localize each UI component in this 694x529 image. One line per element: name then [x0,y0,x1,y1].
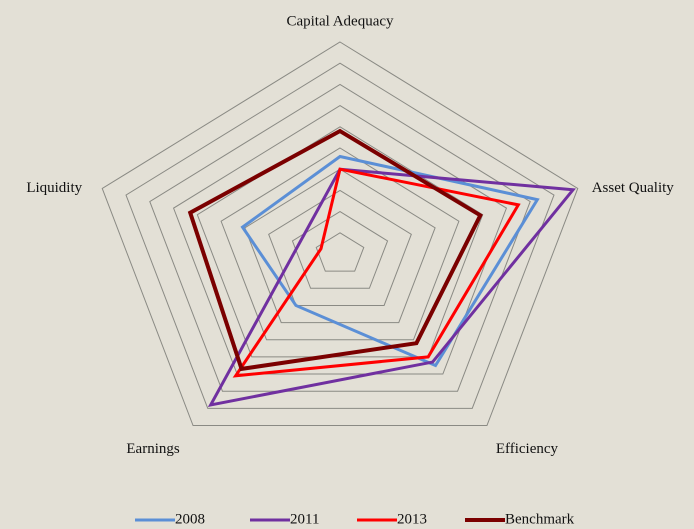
series-line [207,167,576,408]
grid-ring [268,189,412,306]
grid-ring [315,232,365,272]
grid-ring [196,126,484,358]
axis-label: Earnings [126,441,179,457]
grid-ring [101,41,579,427]
axis-label: Liquidity [26,180,82,196]
series-line [240,154,540,368]
series-line [187,128,483,372]
grid-ring [244,168,436,324]
legend-label: 2011 [290,511,319,527]
legend-label: 2008 [175,511,205,527]
legend-label: 2013 [397,511,427,527]
grid-ring [291,211,389,289]
axis-label: Asset Quality [592,180,675,196]
axis-label: Capital Adequacy [286,13,394,29]
grid-ring [125,62,555,409]
legend-label: Benchmark [505,511,575,527]
series-line [232,167,521,378]
grid-ring [172,105,508,375]
axis-label: Efficiency [496,441,559,457]
grid-ring [220,147,460,341]
